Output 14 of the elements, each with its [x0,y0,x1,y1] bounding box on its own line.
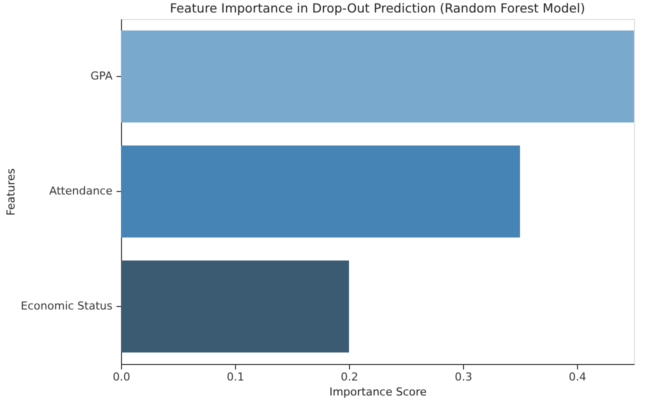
y-tick-label: GPA [90,70,113,82]
x-tick-label: 0.3 [454,370,472,384]
bar [121,30,634,122]
y-tick-label: Attendance [49,184,113,198]
bar [121,146,520,238]
y-tick-label: Economic Status [20,300,113,312]
x-tick-label: 0.2 [340,370,358,384]
x-tick-label: 0.0 [112,370,130,384]
x-tick-label: 0.1 [226,370,244,384]
bar [121,260,349,352]
x-tick-label: 0.4 [568,370,586,384]
y-axis-title: Features [4,168,18,216]
x-axis-title: Importance Score [329,386,427,398]
chart-title: Feature Importance in Drop-Out Prediction (Random Forest Model) [170,0,586,16]
